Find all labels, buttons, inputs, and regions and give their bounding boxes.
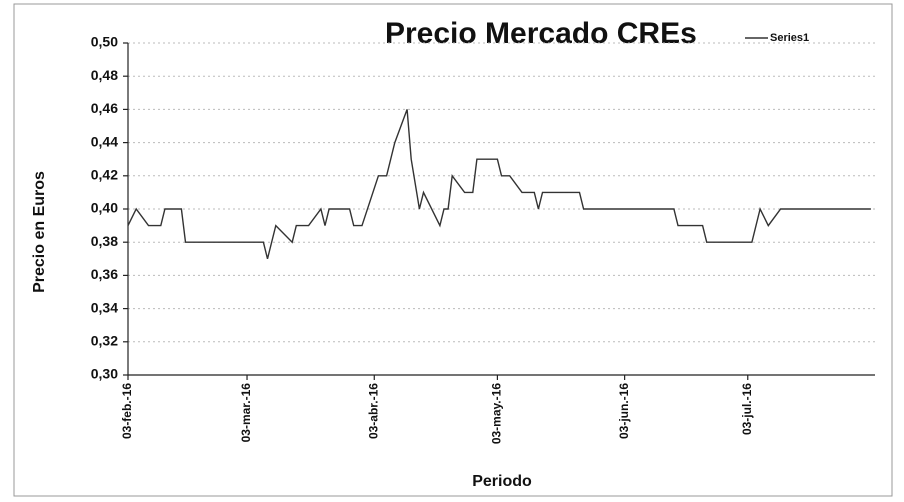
y-tick-label: 0,36	[91, 266, 118, 282]
chart-frame	[13, 3, 893, 497]
y-tick-label: 0,44	[91, 133, 118, 149]
y-tick-label: 0,30	[91, 366, 118, 382]
y-tick-label: 0,42	[91, 167, 118, 183]
x-tick-label: 03-abr.-16	[366, 383, 380, 439]
data-line	[127, 109, 871, 259]
y-tick-label: 0,34	[91, 299, 118, 315]
x-tick-label: 03-feb.-16	[120, 383, 134, 439]
chart-title: Precio Mercado CREs	[385, 17, 697, 50]
x-tick-label: 03-jun.-16	[617, 383, 631, 439]
y-tick-label: 0,48	[91, 67, 118, 83]
y-tick-label: 0,46	[91, 100, 118, 116]
x-tick-label: 03-may.-16	[490, 383, 504, 444]
x-tick-label: 03-mar.-16	[239, 383, 253, 443]
y-tick-label: 0,50	[91, 34, 118, 50]
y-axis-label: Precio en Euros	[31, 171, 48, 293]
x-axis-label: Periodo	[472, 473, 532, 490]
y-tick-label: 0,32	[91, 333, 118, 349]
y-tick-label: 0,38	[91, 233, 118, 249]
legend-label: Series1	[770, 32, 809, 44]
y-tick-label: 0,40	[91, 200, 118, 216]
x-tick-label: 03-jul.-16	[740, 383, 754, 435]
